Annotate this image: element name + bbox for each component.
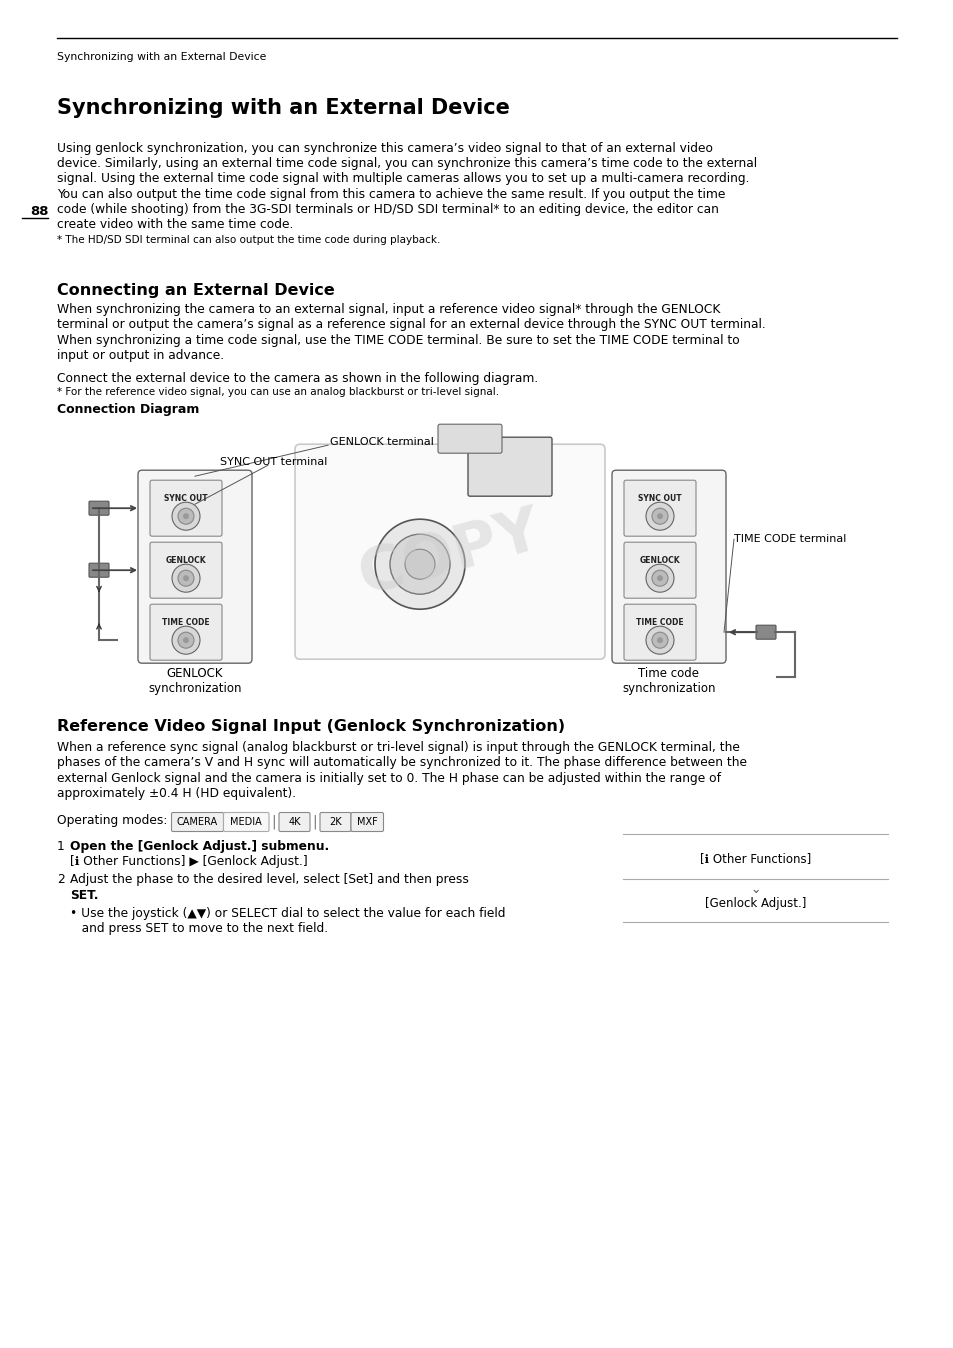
Text: GENLOCK
synchronization: GENLOCK synchronization xyxy=(148,667,241,696)
Circle shape xyxy=(172,627,200,654)
Text: device. Similarly, using an external time code signal, you can synchronize this : device. Similarly, using an external tim… xyxy=(57,158,757,170)
Text: external Genlock signal and the camera is initially set to 0. The H phase can be: external Genlock signal and the camera i… xyxy=(57,771,720,785)
FancyBboxPatch shape xyxy=(89,563,109,577)
Text: [Genlock Adjust.]: [Genlock Adjust.] xyxy=(704,896,805,910)
Text: Time code
synchronization: Time code synchronization xyxy=(621,667,715,696)
Text: * The HD/SD SDI terminal can also output the time code during playback.: * The HD/SD SDI terminal can also output… xyxy=(57,235,440,245)
Text: 1: 1 xyxy=(57,840,65,853)
Text: create video with the same time code.: create video with the same time code. xyxy=(57,218,294,231)
FancyBboxPatch shape xyxy=(150,604,222,661)
FancyBboxPatch shape xyxy=(150,542,222,599)
Text: MEDIA: MEDIA xyxy=(230,817,262,828)
Text: SYNC OUT: SYNC OUT xyxy=(638,495,681,503)
Text: code (while shooting) from the 3G-SDI terminals or HD/SD SDI terminal* to an edi: code (while shooting) from the 3G-SDI te… xyxy=(57,202,719,216)
FancyBboxPatch shape xyxy=(138,470,252,663)
Text: Synchronizing with an External Device: Synchronizing with an External Device xyxy=(57,53,266,62)
Text: When synchronizing the camera to an external signal, input a reference video sig: When synchronizing the camera to an exte… xyxy=(57,303,720,317)
Text: MXF: MXF xyxy=(356,817,377,828)
Circle shape xyxy=(657,638,662,643)
FancyBboxPatch shape xyxy=(223,813,269,832)
Text: COPY: COPY xyxy=(353,501,547,607)
Text: GENLOCK terminal: GENLOCK terminal xyxy=(330,437,434,448)
Circle shape xyxy=(375,519,464,609)
Circle shape xyxy=(645,627,673,654)
Text: SET.: SET. xyxy=(70,888,98,902)
Text: Synchronizing with an External Device: Synchronizing with an External Device xyxy=(57,98,509,119)
FancyBboxPatch shape xyxy=(612,470,725,663)
Text: TIME CODE: TIME CODE xyxy=(636,619,683,627)
Text: |: | xyxy=(312,814,316,829)
Text: Operating modes:: Operating modes: xyxy=(57,814,167,828)
Text: When a reference sync signal (analog blackburst or tri-level signal) is input th: When a reference sync signal (analog bla… xyxy=(57,741,740,754)
Text: ⌄: ⌄ xyxy=(749,883,760,896)
FancyBboxPatch shape xyxy=(437,425,501,453)
FancyBboxPatch shape xyxy=(294,445,604,659)
FancyBboxPatch shape xyxy=(468,437,552,496)
Circle shape xyxy=(405,549,435,580)
Text: phases of the camera’s V and H sync will automatically be synchronized to it. Th: phases of the camera’s V and H sync will… xyxy=(57,756,746,770)
Circle shape xyxy=(178,632,193,648)
Text: approximately ±0.4 H (HD equivalent).: approximately ±0.4 H (HD equivalent). xyxy=(57,787,295,799)
Text: You can also output the time code signal from this camera to achieve the same re: You can also output the time code signal… xyxy=(57,187,724,201)
Circle shape xyxy=(657,514,662,519)
Text: CAMERA: CAMERA xyxy=(176,817,218,828)
Circle shape xyxy=(178,508,193,524)
Text: Adjust the phase to the desired level, select [Set] and then press: Adjust the phase to the desired level, s… xyxy=(70,874,468,887)
Text: * For the reference video signal, you can use an analog blackburst or tri-level : * For the reference video signal, you ca… xyxy=(57,387,498,398)
Text: Using genlock synchronization, you can synchronize this camera’s video signal to: Using genlock synchronization, you can s… xyxy=(57,142,712,155)
FancyBboxPatch shape xyxy=(89,501,109,515)
FancyBboxPatch shape xyxy=(150,480,222,537)
Text: Connecting an External Device: Connecting an External Device xyxy=(57,283,335,298)
Text: When synchronizing a time code signal, use the TIME CODE terminal. Be sure to se: When synchronizing a time code signal, u… xyxy=(57,333,739,346)
Circle shape xyxy=(178,570,193,586)
FancyBboxPatch shape xyxy=(623,480,696,537)
Text: TIME CODE: TIME CODE xyxy=(162,619,210,627)
Circle shape xyxy=(657,576,662,581)
Text: 4K: 4K xyxy=(288,817,300,828)
Circle shape xyxy=(183,638,189,643)
Text: Connect the external device to the camera as shown in the following diagram.: Connect the external device to the camer… xyxy=(57,372,537,386)
FancyBboxPatch shape xyxy=(319,813,351,832)
Circle shape xyxy=(645,565,673,592)
Text: [ℹ Other Functions]: [ℹ Other Functions] xyxy=(700,852,810,865)
Text: 88: 88 xyxy=(30,205,49,218)
Circle shape xyxy=(183,576,189,581)
FancyBboxPatch shape xyxy=(623,604,696,661)
Circle shape xyxy=(183,514,189,519)
Circle shape xyxy=(651,632,667,648)
Text: TIME CODE terminal: TIME CODE terminal xyxy=(733,534,845,545)
FancyBboxPatch shape xyxy=(351,813,383,832)
Text: terminal or output the camera’s signal as a reference signal for an external dev: terminal or output the camera’s signal a… xyxy=(57,318,765,332)
Text: SYNC OUT terminal: SYNC OUT terminal xyxy=(220,457,327,468)
Text: SYNC OUT: SYNC OUT xyxy=(164,495,208,503)
Text: [ℹ Other Functions] ▶ [Genlock Adjust.]: [ℹ Other Functions] ▶ [Genlock Adjust.] xyxy=(70,855,308,868)
Text: Open the [Genlock Adjust.] submenu.: Open the [Genlock Adjust.] submenu. xyxy=(70,840,329,853)
FancyBboxPatch shape xyxy=(172,813,223,832)
Text: Reference Video Signal Input (Genlock Synchronization): Reference Video Signal Input (Genlock Sy… xyxy=(57,720,564,735)
Text: |: | xyxy=(271,814,275,829)
Text: Connection Diagram: Connection Diagram xyxy=(57,403,199,417)
Circle shape xyxy=(172,503,200,530)
Circle shape xyxy=(651,508,667,524)
Text: input or output in advance.: input or output in advance. xyxy=(57,349,224,361)
Circle shape xyxy=(390,534,450,594)
Text: GENLOCK: GENLOCK xyxy=(166,557,206,565)
Circle shape xyxy=(645,503,673,530)
FancyBboxPatch shape xyxy=(278,813,310,832)
Text: • Use the joystick (▲▼) or SELECT dial to select the value for each field: • Use the joystick (▲▼) or SELECT dial t… xyxy=(70,907,505,919)
Text: and press SET to move to the next field.: and press SET to move to the next field. xyxy=(70,922,328,936)
Circle shape xyxy=(651,570,667,586)
FancyBboxPatch shape xyxy=(755,625,775,639)
Text: 2K: 2K xyxy=(329,817,341,828)
FancyBboxPatch shape xyxy=(623,542,696,599)
Circle shape xyxy=(172,565,200,592)
Text: GENLOCK: GENLOCK xyxy=(639,557,679,565)
Text: 2: 2 xyxy=(57,874,65,887)
Text: signal. Using the external time code signal with multiple cameras allows you to : signal. Using the external time code sig… xyxy=(57,173,749,186)
